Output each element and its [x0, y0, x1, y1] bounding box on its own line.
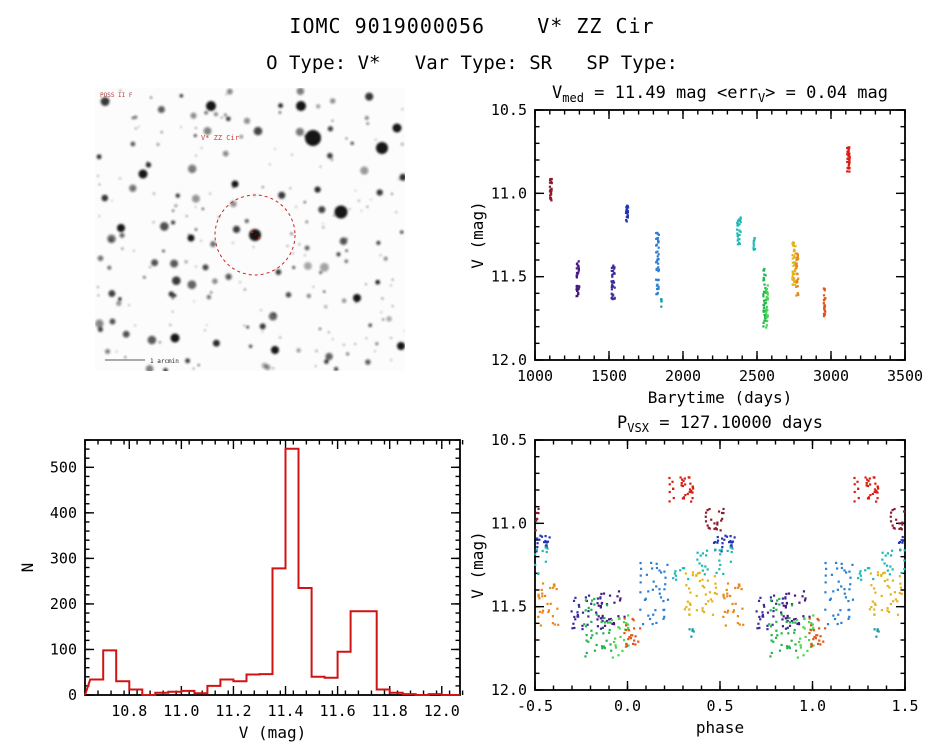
svg-text:11.6: 11.6 [320, 702, 356, 720]
magnitude-histogram-chart: 10.8 11.0 11.2 11.4 11.6 11.8 12.0 0 100 200 300 40… [20, 439, 464, 742]
svg-text:400: 400 [50, 504, 77, 522]
svg-text:200: 200 [50, 595, 77, 613]
svg-text:11.0: 11.0 [491, 184, 527, 202]
svg-text:1500: 1500 [591, 367, 627, 385]
svg-text:11.0: 11.0 [163, 702, 199, 720]
svg-text:1000: 1000 [517, 367, 553, 385]
svg-text:1.5: 1.5 [891, 697, 918, 715]
svg-text:3500: 3500 [887, 367, 923, 385]
x-axis-label: phase [696, 718, 744, 737]
svg-text:10.5: 10.5 [491, 101, 527, 119]
axis-labels: 1000 1500 2000 2500 3000 3500 10.5 11.0 11.5 12.0… [468, 83, 923, 407]
x-axis-label: V (mag) [239, 723, 306, 742]
y-axis-label: N [20, 563, 37, 573]
target-marker-dot [257, 236, 261, 240]
svg-text:500: 500 [50, 458, 77, 476]
svg-text:11.5: 11.5 [491, 598, 527, 616]
finding-chart-image: V* ZZ Cir POSS II F 1 arcmin [95, 88, 405, 371]
survey-label: POSS II F [100, 92, 133, 99]
svg-text:0.5: 0.5 [706, 697, 733, 715]
y-axis-label: V (mag) [468, 201, 487, 268]
light-curve-chart: 1000 1500 2000 2500 3000 3500 10.5 11.0 11.5 12.0… [468, 83, 923, 407]
svg-text:12.0: 12.0 [424, 702, 460, 720]
histogram-outline [84, 447, 460, 696]
target-label: V* ZZ Cir [201, 134, 239, 142]
svg-text:2000: 2000 [665, 367, 701, 385]
svg-text:11.2: 11.2 [215, 702, 251, 720]
axes [534, 109, 906, 361]
svg-text:0: 0 [68, 686, 77, 704]
x-axis-label: Barytime (days) [648, 388, 793, 407]
svg-text:11.4: 11.4 [267, 702, 303, 720]
page-title: IOMC 9019000056 V* ZZ Cir [289, 14, 655, 38]
svg-text:10.8: 10.8 [111, 702, 147, 720]
svg-text:11.5: 11.5 [491, 268, 527, 286]
svg-text:0.0: 0.0 [614, 697, 641, 715]
page-subtitle: O Type: V* Var Type: SR SP Type: [266, 52, 678, 74]
svg-text:100: 100 [50, 640, 77, 658]
phase-folded-chart: -0.5 0.0 0.5 1.0 1.5 10.5 11.0 11.5 12.0 phase V (… [468, 413, 919, 737]
axis-labels: 10.8 11.0 11.2 11.4 11.6 11.8 12.0 0 100 200 300 40… [20, 458, 460, 742]
data-points [548, 146, 851, 329]
svg-text:12.0: 12.0 [491, 681, 527, 699]
svg-text:-0.5: -0.5 [517, 697, 553, 715]
chart-title: Vmed = 11.49 mag <errV> = 0.04 mag [552, 83, 888, 105]
finder-annotations: V* ZZ Cir POSS II F 1 arcmin [100, 92, 239, 365]
target-marker-dot [250, 230, 254, 234]
star-field [95, 88, 405, 371]
svg-text:3000: 3000 [813, 367, 849, 385]
svg-text:11.0: 11.0 [491, 514, 527, 532]
svg-text:1.0: 1.0 [799, 697, 826, 715]
target-aperture-circle [214, 194, 296, 276]
y-axis-label: V (mag) [468, 531, 487, 598]
data-points [534, 476, 906, 659]
chart-title: PVSX = 127.10000 days [617, 413, 823, 435]
scale-label: 1 arcmin [150, 358, 179, 365]
svg-text:300: 300 [50, 549, 77, 567]
svg-text:2500: 2500 [739, 367, 775, 385]
svg-text:12.0: 12.0 [491, 351, 527, 369]
axis-labels: -0.5 0.0 0.5 1.0 1.5 10.5 11.0 11.5 12.0 phase V (… [468, 413, 919, 737]
svg-text:11.8: 11.8 [372, 702, 408, 720]
sky-background [95, 88, 405, 371]
svg-text:10.5: 10.5 [491, 431, 527, 449]
